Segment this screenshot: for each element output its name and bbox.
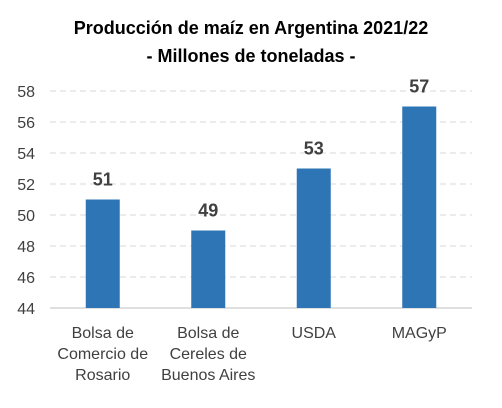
x-tick-label: Buenos Aires bbox=[161, 367, 255, 384]
x-tick-label: Rosario bbox=[75, 367, 130, 384]
y-tick-label: 50 bbox=[17, 208, 35, 225]
data-label: 57 bbox=[409, 77, 429, 97]
bar bbox=[402, 106, 437, 308]
chart-subtitle: - Millones de toneladas - bbox=[146, 46, 355, 66]
x-tick-label: Bolsa de bbox=[72, 325, 134, 342]
x-tick-label: Bolsa de bbox=[177, 325, 239, 342]
bars bbox=[85, 106, 437, 308]
y-tick-label: 54 bbox=[17, 146, 35, 163]
x-axis-labels: Bolsa de Comercio de Rosario Bolsa de Cerele… bbox=[57, 325, 446, 384]
y-tick-label: 58 bbox=[17, 84, 35, 101]
x-tick-label: MAGyP bbox=[392, 325, 447, 342]
y-tick-label: 44 bbox=[17, 301, 35, 318]
y-axis-ticks: 44 46 48 50 52 54 56 58 bbox=[17, 84, 35, 318]
data-label: 51 bbox=[93, 170, 113, 190]
x-tick-label: USDA bbox=[292, 325, 337, 342]
y-tick-label: 46 bbox=[17, 270, 35, 287]
gridlines bbox=[50, 90, 472, 309]
bar bbox=[191, 230, 226, 308]
y-tick-label: 56 bbox=[17, 115, 35, 132]
data-labels: 51 49 53 57 bbox=[93, 77, 430, 221]
bar bbox=[85, 199, 120, 308]
data-label: 53 bbox=[304, 139, 324, 159]
data-label: 49 bbox=[198, 201, 218, 221]
y-tick-label: 48 bbox=[17, 239, 35, 256]
bar bbox=[296, 168, 331, 308]
y-tick-label: 52 bbox=[17, 177, 35, 194]
x-tick-label: Comercio de bbox=[57, 346, 148, 363]
chart-title: Producción de maíz en Argentina 2021/22 bbox=[74, 18, 428, 38]
x-tick-label: Cereles de bbox=[170, 346, 247, 363]
